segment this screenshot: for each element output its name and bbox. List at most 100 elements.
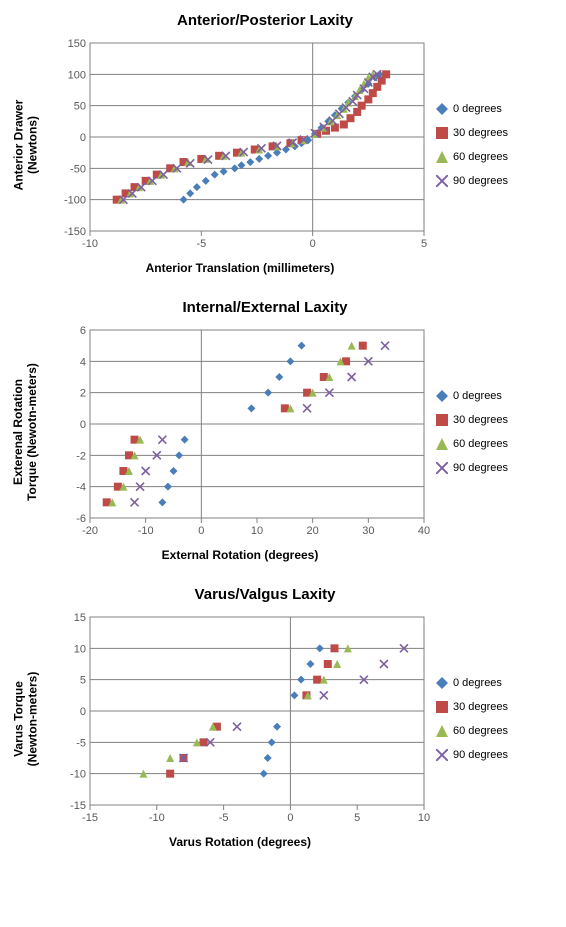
legend: 0 degrees 30 degrees 60 degrees 90 degre… xyxy=(430,609,526,829)
legend-label: 90 degrees xyxy=(453,175,508,187)
legend-item-1: 30 degrees xyxy=(436,701,526,713)
square-icon xyxy=(436,127,448,139)
legend: 0 degrees 30 degrees 60 degrees 90 degre… xyxy=(430,35,526,255)
legend-item-2: 60 degrees xyxy=(436,151,526,163)
legend: 0 degrees 30 degrees 60 degrees 90 degre… xyxy=(430,322,526,542)
svg-text:-15: -15 xyxy=(70,800,86,812)
svg-text:0: 0 xyxy=(310,238,316,250)
svg-text:10: 10 xyxy=(74,643,86,655)
legend-item-1: 30 degrees xyxy=(436,127,526,139)
legend-label: 90 degrees xyxy=(453,749,508,761)
svg-text:30: 30 xyxy=(362,525,374,537)
legend-item-0: 0 degrees xyxy=(436,390,526,402)
ylabel-line: Varus Torque xyxy=(11,672,25,767)
xlabel: Anterior Translation (millimeters) xyxy=(50,255,430,287)
svg-text:-4: -4 xyxy=(76,482,86,494)
ylabel-col: Anterior Drawer(Newtons) xyxy=(0,35,50,255)
legend-item-3: 90 degrees xyxy=(436,462,526,474)
square-icon xyxy=(436,414,448,426)
svg-text:50: 50 xyxy=(74,101,86,113)
xlabel: Varus Rotation (degrees) xyxy=(50,829,430,861)
svg-text:-6: -6 xyxy=(76,513,86,525)
legend-item-2: 60 degrees xyxy=(436,438,526,450)
legend-item-3: 90 degrees xyxy=(436,175,526,187)
legend-label: 30 degrees xyxy=(453,701,508,713)
svg-text:-10: -10 xyxy=(149,812,165,824)
svg-text:5: 5 xyxy=(354,812,360,824)
svg-text:-5: -5 xyxy=(196,238,206,250)
cross-icon xyxy=(436,175,448,187)
svg-text:-100: -100 xyxy=(64,195,86,207)
chart-title: Varus/Valgus Laxity xyxy=(50,574,480,609)
svg-text:-10: -10 xyxy=(70,769,86,781)
legend-label: 60 degrees xyxy=(453,151,508,163)
legend-item-0: 0 degrees xyxy=(436,677,526,689)
triangle-icon xyxy=(436,438,448,450)
chart-2: Varus/Valgus Laxity Varus Torque(Newton-… xyxy=(0,574,566,861)
svg-text:0: 0 xyxy=(80,419,86,431)
svg-text:20: 20 xyxy=(307,525,319,537)
svg-text:0: 0 xyxy=(80,706,86,718)
svg-text:4: 4 xyxy=(80,356,86,368)
svg-text:-50: -50 xyxy=(70,163,86,175)
legend-label: 0 degrees xyxy=(453,390,502,402)
ylabel-line: (Newtons) xyxy=(25,100,39,191)
svg-text:2: 2 xyxy=(80,388,86,400)
svg-text:6: 6 xyxy=(80,325,86,337)
svg-text:5: 5 xyxy=(421,238,427,250)
chart-title: Anterior/Posterior Laxity xyxy=(50,0,480,35)
legend-item-3: 90 degrees xyxy=(436,749,526,761)
cross-icon xyxy=(436,749,448,761)
legend-label: 60 degrees xyxy=(453,725,508,737)
ylabel: Varus Torque(Newton-meters) xyxy=(11,672,39,767)
legend-item-0: 0 degrees xyxy=(436,103,526,115)
legend-label: 90 degrees xyxy=(453,462,508,474)
diamond-icon xyxy=(436,103,448,115)
chart-title: Internal/External Laxity xyxy=(50,287,480,322)
diamond-icon xyxy=(436,390,448,402)
svg-text:10: 10 xyxy=(418,812,430,824)
legend-label: 0 degrees xyxy=(453,677,502,689)
triangle-icon xyxy=(436,151,448,163)
svg-text:-10: -10 xyxy=(138,525,154,537)
legend-label: 60 degrees xyxy=(453,438,508,450)
svg-text:-20: -20 xyxy=(82,525,98,537)
chart-plot-1: -6-4-20246-20-10010203040 xyxy=(50,322,430,542)
svg-text:10: 10 xyxy=(251,525,263,537)
ylabel-col: Varus Torque(Newton-meters) xyxy=(0,609,50,829)
chart-1: Internal/External Laxity Exterenal Rotat… xyxy=(0,287,566,574)
svg-text:150: 150 xyxy=(68,38,86,50)
cross-icon xyxy=(436,462,448,474)
svg-text:-5: -5 xyxy=(76,737,86,749)
svg-text:0: 0 xyxy=(287,812,293,824)
svg-text:-15: -15 xyxy=(82,812,98,824)
legend-item-2: 60 degrees xyxy=(436,725,526,737)
svg-text:-10: -10 xyxy=(82,238,98,250)
chart-0: Anterior/Posterior Laxity Anterior Drawe… xyxy=(0,0,566,287)
chart-plot-2: -15-10-5051015-15-10-50510 xyxy=(50,609,430,829)
xlabel: External Rotation (degrees) xyxy=(50,542,430,574)
legend-label: 30 degrees xyxy=(453,127,508,139)
svg-text:0: 0 xyxy=(80,132,86,144)
plot-col: -6-4-20246-20-10010203040 xyxy=(50,322,430,542)
legend-label: 0 degrees xyxy=(453,103,502,115)
svg-text:-5: -5 xyxy=(219,812,229,824)
ylabel-line: Exterenal Rotation xyxy=(11,363,25,501)
ylabel: Exterenal RotationTorque (Newotn-meters) xyxy=(11,363,39,501)
svg-text:0: 0 xyxy=(198,525,204,537)
plot-col: -15-10-5051015-15-10-50510 xyxy=(50,609,430,829)
svg-text:-2: -2 xyxy=(76,450,86,462)
svg-text:15: 15 xyxy=(74,612,86,624)
ylabel-line: (Newton-meters) xyxy=(25,672,39,767)
legend-item-1: 30 degrees xyxy=(436,414,526,426)
diamond-icon xyxy=(436,677,448,689)
chart-plot-0: -150-100-50050100150-10-505 xyxy=(50,35,430,255)
triangle-icon xyxy=(436,725,448,737)
svg-text:40: 40 xyxy=(418,525,430,537)
svg-text:100: 100 xyxy=(68,69,86,81)
ylabel-col: Exterenal RotationTorque (Newotn-meters) xyxy=(0,322,50,542)
ylabel-line: Torque (Newotn-meters) xyxy=(25,363,39,501)
svg-text:-150: -150 xyxy=(64,226,86,238)
legend-label: 30 degrees xyxy=(453,414,508,426)
plot-col: -150-100-50050100150-10-505 xyxy=(50,35,430,255)
